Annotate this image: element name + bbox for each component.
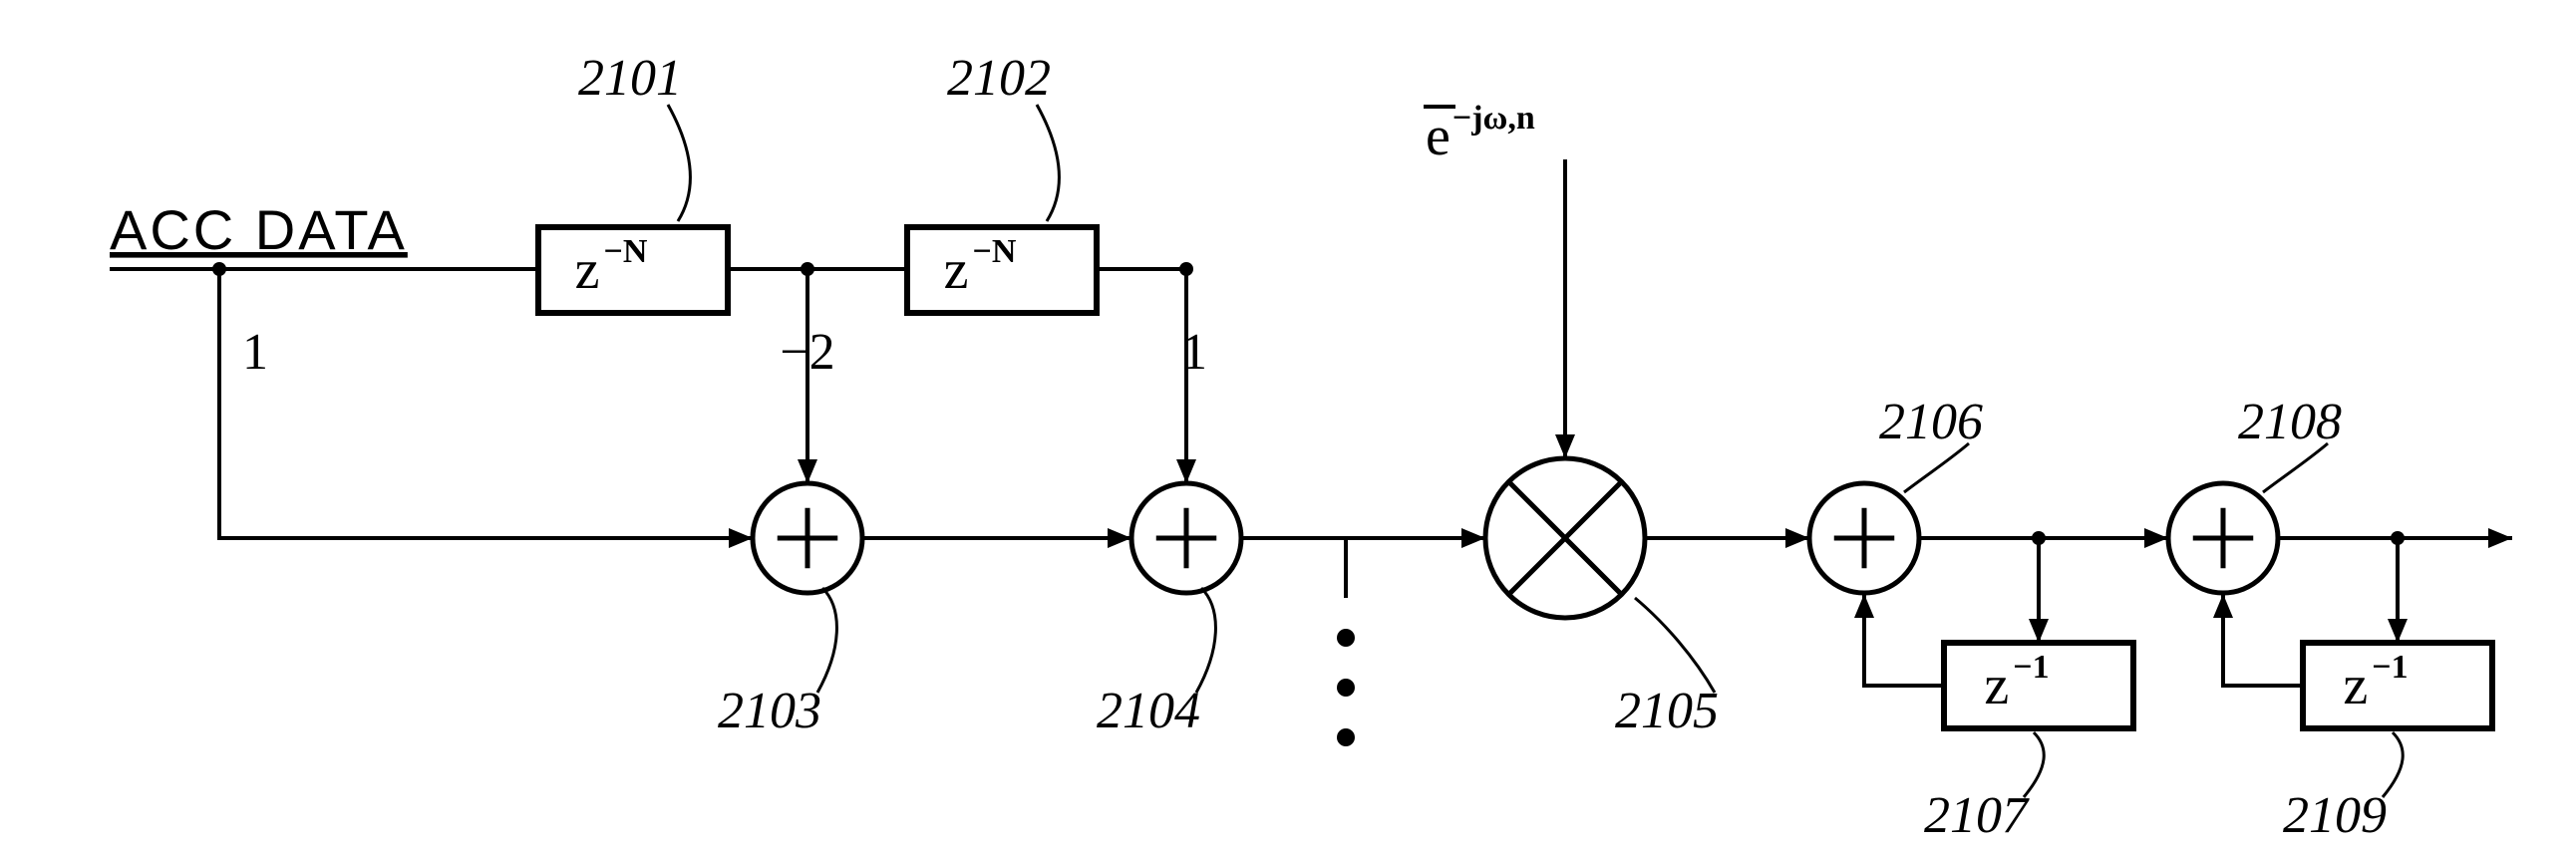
input-label: ACC DATA — [110, 198, 408, 261]
callout-2109: 2109 — [2283, 787, 2387, 844]
canvas-bg — [0, 0, 2576, 850]
callout-2106: 2106 — [1879, 394, 1983, 450]
junction-dot-icon — [2391, 531, 2405, 545]
junction-dot-icon — [1179, 262, 1193, 276]
callout-2107: 2107 — [1924, 787, 2030, 844]
junction-dot-icon — [801, 262, 814, 276]
junction-dot-icon — [212, 262, 226, 276]
callout-2104: 2104 — [1097, 683, 1200, 739]
junction-dot-icon — [2032, 531, 2046, 545]
coeff-c2_mid: −2 — [780, 324, 834, 381]
continuation-dot-icon — [1337, 679, 1355, 697]
coeff-c1_left: 1 — [242, 324, 268, 381]
callout-2102: 2102 — [947, 50, 1051, 107]
continuation-dot-icon — [1337, 629, 1355, 647]
callout-2101: 2101 — [578, 50, 682, 107]
continuation-dot-icon — [1337, 728, 1355, 746]
callout-2108: 2108 — [2238, 394, 2342, 450]
coeff-c1_right: 1 — [1181, 324, 1207, 381]
callout-2103: 2103 — [718, 683, 821, 739]
block-diagram: z−Nz−Nz−1z−1ACC DATA1−21e−jω,n2101210221… — [0, 0, 2576, 850]
callout-2105: 2105 — [1615, 683, 1719, 739]
